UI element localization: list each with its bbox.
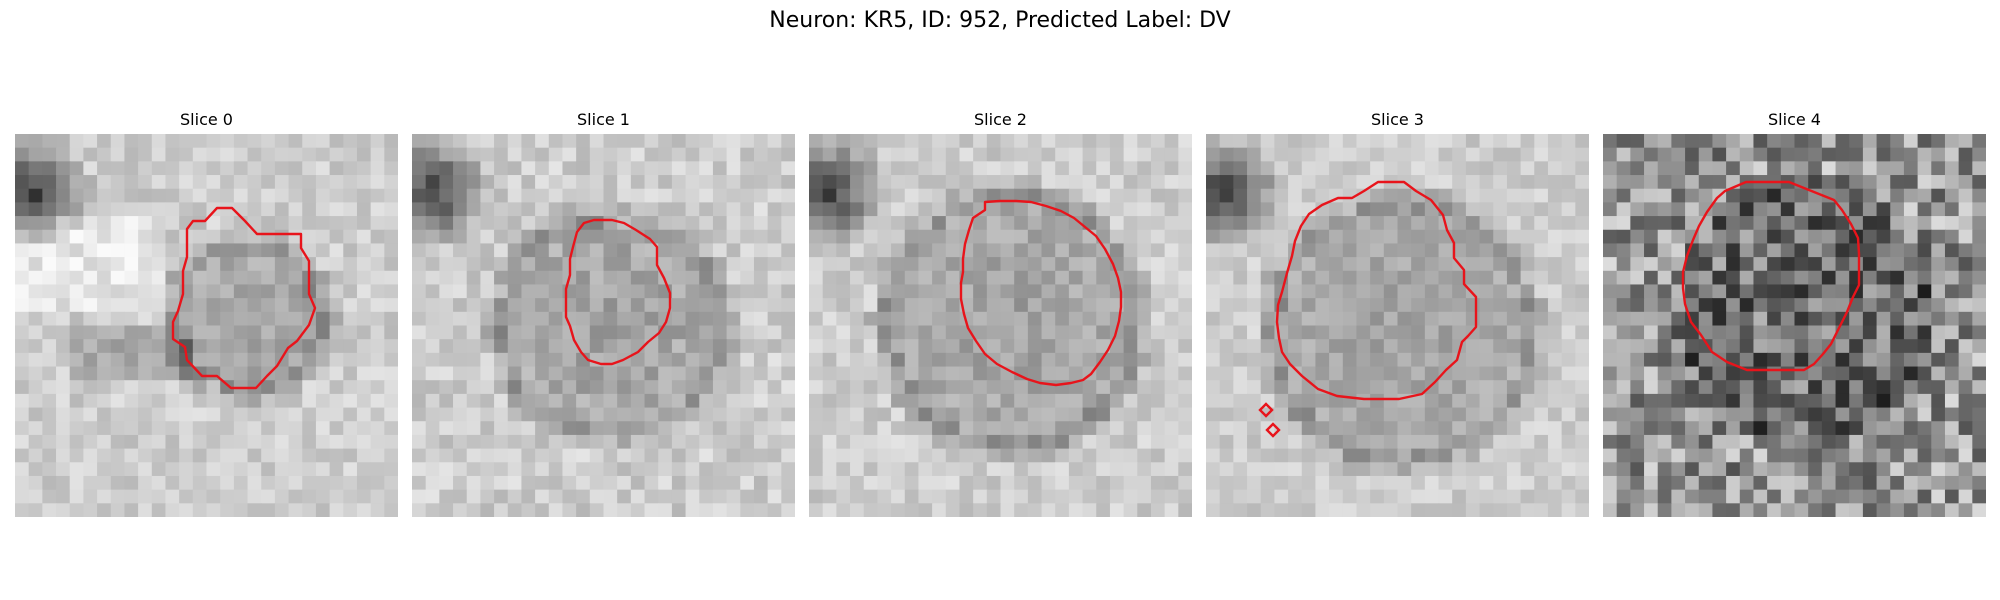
slice-title-0: Slice 0 [180, 110, 233, 129]
slice-title-3: Slice 3 [1371, 110, 1424, 129]
roi-contour-1 [564, 218, 672, 366]
roi-fragment-3a [1258, 402, 1274, 418]
roi-contour-3 [1275, 180, 1478, 401]
slice-title-4: Slice 4 [1768, 110, 1821, 129]
slice-image-0 [15, 134, 398, 517]
slice-title-1: Slice 1 [577, 110, 630, 129]
slice-title-2: Slice 2 [974, 110, 1027, 129]
slice-image-1 [412, 134, 795, 517]
figure-title: Neuron: KR5, ID: 952, Predicted Label: D… [769, 8, 1231, 33]
slice-image-4 [1603, 134, 1986, 517]
roi-contour-2 [959, 199, 1123, 387]
slice-image-2 [809, 134, 1192, 517]
slice-image-3 [1206, 134, 1589, 517]
roi-contour-4 [1681, 180, 1861, 372]
roi-fragment-3b [1265, 422, 1281, 438]
roi-contour-0 [171, 206, 317, 390]
